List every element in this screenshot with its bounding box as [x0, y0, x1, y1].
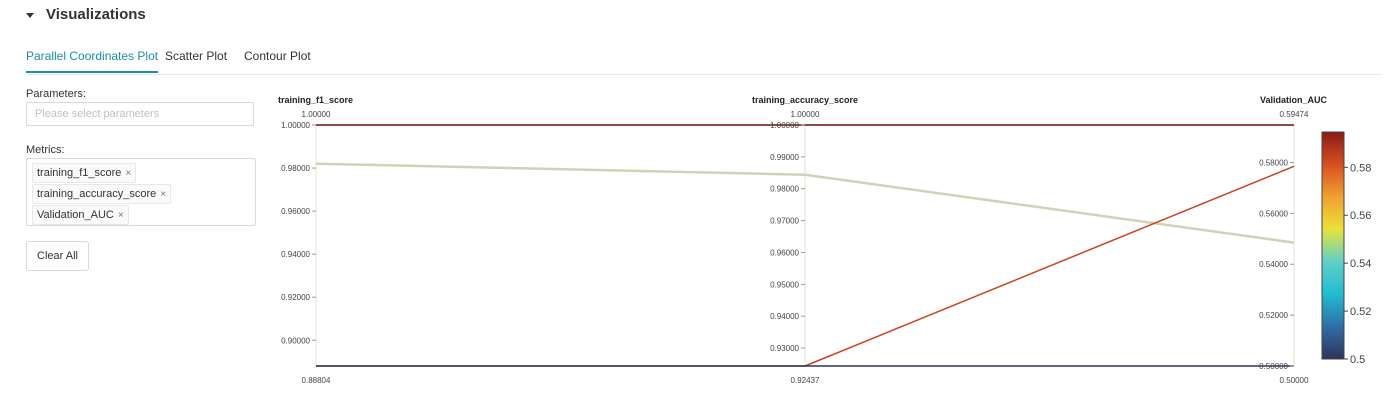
colorbar-tick-label: 0.56 [1350, 210, 1371, 222]
tab-bar: Parallel Coordinates Plot Scatter Plot C… [26, 50, 1382, 75]
parameters-label: Parameters: [26, 88, 86, 100]
colorbar-tick-label: 0.58 [1350, 162, 1371, 174]
metric-tag-validation-auc: Validation_AUC × [32, 205, 129, 225]
axis-tick-label: 1.00000 [281, 121, 310, 130]
metric-tag-label: training_f1_score [37, 167, 122, 179]
axis-title: Validation_AUC [1260, 95, 1328, 105]
section-title: Visualizations [46, 6, 146, 23]
tab-scatter-plot[interactable]: Scatter Plot [165, 49, 228, 63]
axis-tick-label: 0.94000 [770, 312, 799, 321]
clear-all-button[interactable]: Clear All [26, 241, 89, 271]
colorbar-tick-label: 0.54 [1350, 258, 1371, 270]
close-icon[interactable]: × [117, 210, 124, 221]
close-icon[interactable]: × [160, 189, 167, 200]
axis-top-label: 1.00000 [302, 110, 331, 119]
axis-tick-label: 0.99000 [770, 153, 799, 162]
axis-title: training_f1_score [278, 95, 353, 105]
axis-tick-label: 0.96000 [770, 248, 799, 257]
axis-tick-label: 0.92000 [281, 293, 310, 302]
axis-bottom-label: 0.50000 [1280, 376, 1309, 385]
metric-tag-label: training_accuracy_score [37, 188, 157, 200]
axis-tick-label: 0.98000 [770, 185, 799, 194]
metric-tag-training-accuracy-score: training_accuracy_score × [32, 184, 172, 204]
close-icon[interactable]: × [125, 168, 132, 179]
tab-parallel-coordinates[interactable]: Parallel Coordinates Plot [26, 50, 159, 73]
axis-tick-label: 0.52000 [1259, 311, 1288, 320]
axis-tick-label: 0.95000 [770, 280, 799, 289]
axis-tick-label: 0.93000 [770, 344, 799, 353]
metric-tag-training-f1-score: training_f1_score × [32, 163, 137, 183]
caret-down-icon[interactable] [26, 13, 34, 18]
axis-bottom-label: 0.92437 [791, 376, 820, 385]
colorbar [1321, 131, 1345, 360]
tab-contour-plot[interactable]: Contour Plot [244, 49, 311, 63]
axis-top-label: 1.00000 [791, 110, 820, 119]
axis-tick-label: 0.97000 [770, 217, 799, 226]
axis-tick-label: 0.96000 [281, 207, 310, 216]
axis-tick-label: 0.90000 [281, 336, 310, 345]
colorbar-tick-label: 0.5 [1350, 354, 1365, 366]
axis-tick-label: 0.56000 [1259, 209, 1288, 218]
axis-tick-label: 1.00000 [770, 121, 799, 130]
axis-top-label: 0.59474 [1280, 110, 1309, 119]
axis-tick-label: 0.94000 [281, 250, 310, 259]
axis-tick-label: 0.54000 [1259, 260, 1288, 269]
metric-tag-label: Validation_AUC [37, 209, 114, 221]
metrics-select[interactable]: training_f1_score × training_accuracy_sco… [26, 158, 256, 226]
metrics-label: Metrics: [26, 144, 65, 156]
axis-bottom-label: 0.88804 [302, 376, 331, 385]
visualizations-header[interactable]: Visualizations [26, 6, 146, 23]
data-line [315, 162, 1295, 244]
axis-title: training_accuracy_score [752, 95, 858, 105]
axis-tick-label: 0.58000 [1259, 158, 1288, 167]
parameters-select[interactable] [26, 102, 254, 126]
colorbar-tick-label: 0.52 [1350, 306, 1371, 318]
axis-tick-label: 0.50000 [1259, 362, 1288, 371]
axis-tick-label: 0.98000 [281, 164, 310, 173]
